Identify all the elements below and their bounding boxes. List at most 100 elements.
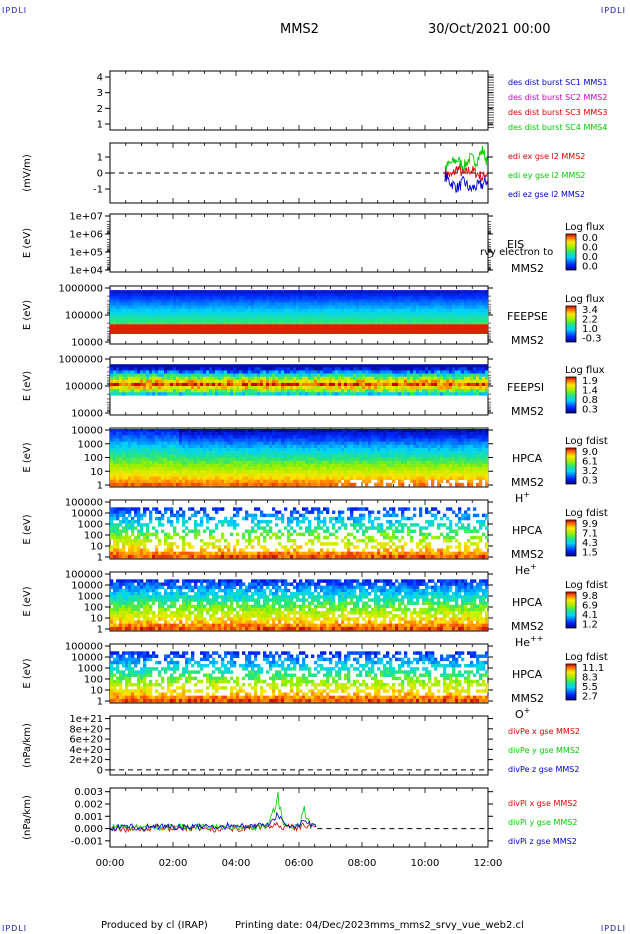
spectrogram-cell [377,324,381,328]
spectrogram-cell [323,327,327,331]
spectrogram-cell [251,448,255,452]
spectrogram-cell [203,330,207,334]
spectrogram-cell [362,324,366,328]
spectrogram-cell [380,302,384,306]
spectrogram-cell [350,299,354,303]
spectrogram-cell [179,482,183,487]
spectrogram-cell [206,290,210,294]
spectrogram-cell [218,457,222,461]
spectrogram-cell [206,324,210,328]
spectrogram-cell [230,435,234,439]
spectrogram-cell [446,293,450,297]
spectrogram-cell [290,470,294,474]
spectrogram-cell [155,392,159,396]
spectrogram-cell [146,330,150,334]
spectrogram-cell [215,435,219,439]
spectrogram-cell [272,476,276,480]
spectrogram-cell [404,311,408,316]
spectrogram-cell [152,376,156,381]
spectrogram-cell [302,299,306,303]
spectrogram-cell [236,379,240,384]
spectrogram-cell [458,308,462,313]
spectrogram-cell [317,379,321,384]
spectrogram-cell [473,293,477,297]
spectrogram-cell [224,392,228,396]
spectrogram-cell [191,386,195,390]
spectrogram-cell [215,473,219,477]
spectrogram-cell [236,302,240,306]
spectrogram-cell [176,386,180,390]
spectrogram-cell [233,441,237,446]
spectrogram-cell [191,441,195,446]
spectrogram-cell [125,324,129,328]
spectrogram-cell [326,315,330,319]
spectrogram-cell [353,373,357,377]
spectrogram-cell [233,308,237,313]
spectrogram-cell [329,318,333,322]
spectrogram-cell [470,318,474,322]
spectrogram-cell [140,432,144,436]
spectrogram-cell [137,392,141,396]
spectrogram-cell [254,373,258,377]
spectrogram-cell [482,302,486,306]
spectrogram-cell [128,473,132,477]
spectrogram-cell [344,321,348,325]
spectrogram-cell [188,429,192,433]
spectrogram-cell [224,321,228,325]
spectrogram-cell [398,367,402,371]
spectrogram-cell [434,327,438,331]
spectrogram-cell [164,305,168,310]
spectrogram-cell [251,470,255,474]
spectrogram-cell [314,308,318,313]
spectrogram-cell [215,457,219,461]
spectrogram-cell [314,470,318,474]
spectrogram-cell [356,299,360,303]
spectrogram-cell [314,327,318,331]
spectrogram-cell [170,296,174,300]
spectrogram-cell [299,470,303,474]
spectrogram-cell [386,290,390,294]
spectrogram-cell [323,435,327,439]
spectrogram-cell [317,473,321,477]
spectrogram-cell [278,392,282,396]
spectrogram-cell [317,370,321,374]
spectrogram-cell [221,330,225,334]
spectrogram-cell [149,321,153,325]
spectrogram-cell [152,460,156,465]
spectrogram-cell [323,308,327,313]
spectrogram-cell [176,299,180,303]
spectrogram-cell [182,435,186,439]
spectrogram-cell [431,382,435,387]
spectrogram-cell [428,389,432,393]
spectrogram-cell [422,370,426,374]
spectrogram-cell [113,386,117,390]
spectrogram-cell [482,330,486,334]
spectrogram-cell [272,470,276,474]
spectrogram-cell [302,457,306,461]
spectrogram-cell [224,448,228,452]
spectrogram-cell [416,311,420,316]
spectrogram-cell [326,386,330,390]
spectrogram-cell [248,429,252,433]
series-line [444,145,489,173]
spectrogram-cell [227,376,231,381]
spectrogram-cell [437,389,441,393]
spectrogram-cell [440,367,444,371]
spectrogram-cell [350,305,354,310]
spectrogram-cell [137,370,141,374]
spectrogram-cell [263,302,267,306]
spectrogram-cell [299,364,303,368]
spectrogram-cell [341,379,345,384]
spectrogram-cell [476,315,480,319]
spectrogram-cell [428,293,432,297]
spectrogram-cell [404,364,408,368]
spectrogram-cell [209,324,213,328]
spectrogram-cell [305,432,309,436]
spectrogram-cell [245,432,249,436]
spectrogram-cell [344,311,348,316]
spectrogram-cell [128,373,132,377]
spectrogram-cell [413,392,417,396]
spectrogram-cell [275,370,279,374]
spectrogram-cell [203,382,207,387]
spectrogram-cell [350,318,354,322]
